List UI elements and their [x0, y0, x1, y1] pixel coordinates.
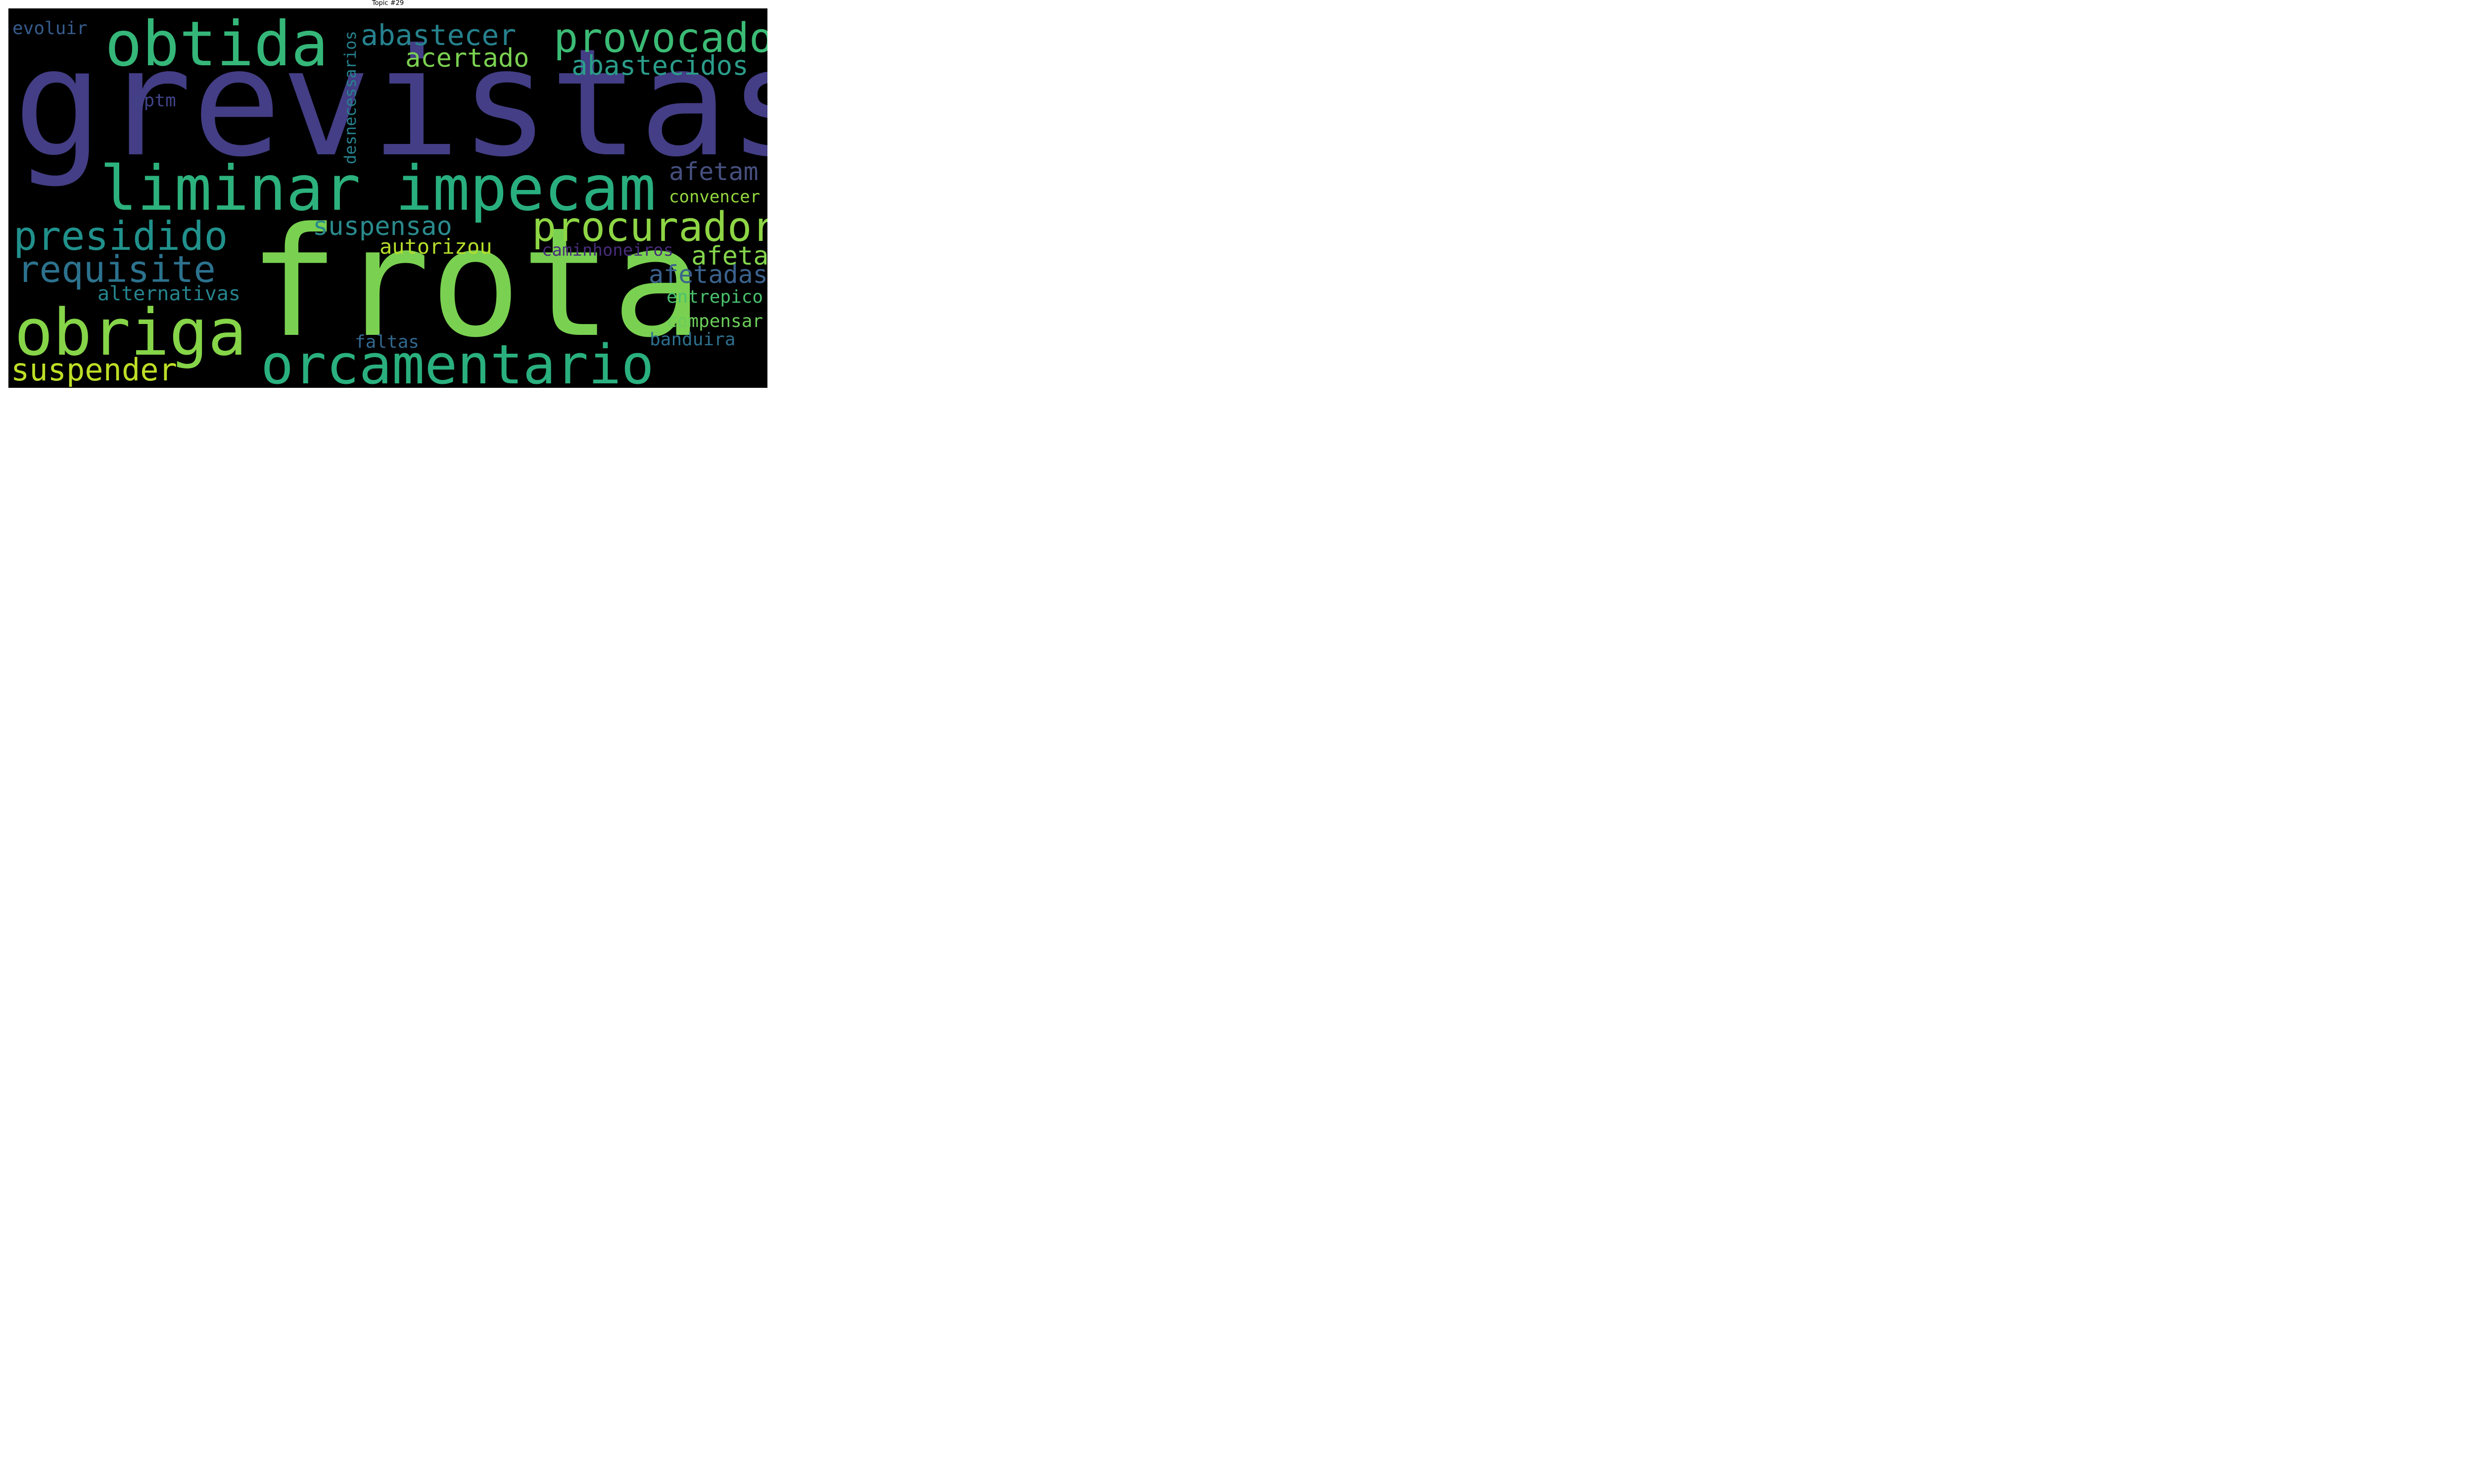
word-entrepico: entrepico — [666, 287, 763, 307]
word-suspender: suspender — [11, 352, 177, 388]
chart-title: Topic #29 — [372, 0, 404, 7]
word-abastecer: abastecer — [361, 18, 516, 52]
word-afeta: afeta — [691, 241, 767, 271]
word-cptm: cptm — [133, 91, 176, 111]
word-afetadas: afetadas — [649, 260, 767, 289]
word-impecam: impecam — [395, 153, 656, 225]
word-convencer: convencer — [669, 187, 760, 207]
word-grevistas: grevistas — [13, 17, 767, 189]
word-banduira: banduira — [650, 329, 735, 350]
word-abastecidos: abastecidos — [571, 50, 749, 81]
word-alternativas: alternativas — [97, 282, 240, 305]
word-orcamentario: orcamentario — [261, 333, 654, 388]
word-liminar: liminar — [100, 153, 361, 225]
figure: Topic #29 grevistas frota obtida liminar imp… — [0, 0, 776, 388]
word-obriga: obriga — [14, 295, 247, 370]
word-acertado: acertado — [405, 44, 529, 73]
word-caminhoneiros: caminhoneiros — [542, 240, 673, 260]
word-requisite: requisite — [17, 248, 216, 291]
word-presidido: presidido — [13, 213, 228, 259]
word-suspensao: suspensao — [313, 212, 452, 241]
word-evoluir: evoluir — [12, 18, 88, 39]
word-faltas: faltas — [355, 332, 419, 352]
word-desnecessarios: desnecessarios — [341, 31, 360, 164]
word-cloud-plot: grevistas frota obtida liminar impecam obriga… — [8, 8, 767, 388]
word-autorizou: autorizou — [380, 234, 492, 259]
word-compensar: compensar — [666, 311, 763, 331]
word-frota: frota — [248, 195, 703, 371]
word-provocado: provocado — [554, 15, 767, 62]
word-obtida: obtida — [105, 8, 329, 80]
word-afetam: afetam — [669, 157, 759, 186]
word-procurador: procurador — [532, 204, 767, 251]
